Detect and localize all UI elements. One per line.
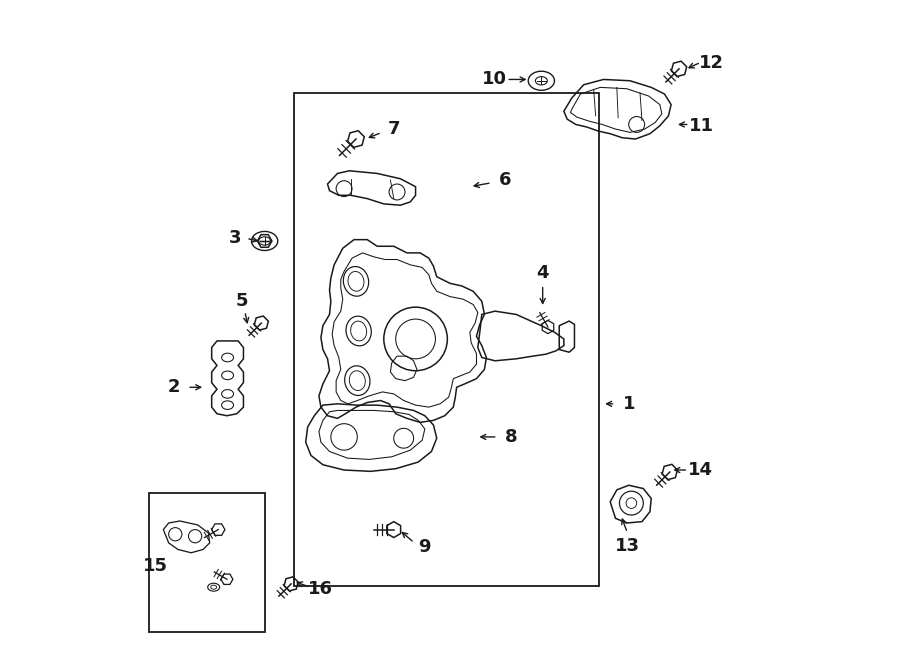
Text: 9: 9 — [418, 538, 431, 556]
Bar — [294, 93, 599, 586]
Bar — [148, 493, 265, 632]
Text: 5: 5 — [235, 292, 248, 310]
Text: 8: 8 — [505, 428, 518, 446]
Text: 11: 11 — [689, 117, 714, 135]
Text: 12: 12 — [699, 54, 724, 72]
Text: 15: 15 — [143, 557, 168, 575]
Text: 2: 2 — [167, 378, 180, 397]
Text: 1: 1 — [623, 395, 635, 413]
Text: 6: 6 — [499, 171, 511, 189]
Text: 16: 16 — [309, 580, 333, 598]
Text: 14: 14 — [688, 461, 713, 479]
Text: 7: 7 — [388, 120, 400, 138]
Text: 4: 4 — [536, 264, 549, 283]
Text: 13: 13 — [615, 537, 640, 555]
Text: 3: 3 — [229, 229, 241, 248]
Text: 10: 10 — [482, 70, 507, 89]
